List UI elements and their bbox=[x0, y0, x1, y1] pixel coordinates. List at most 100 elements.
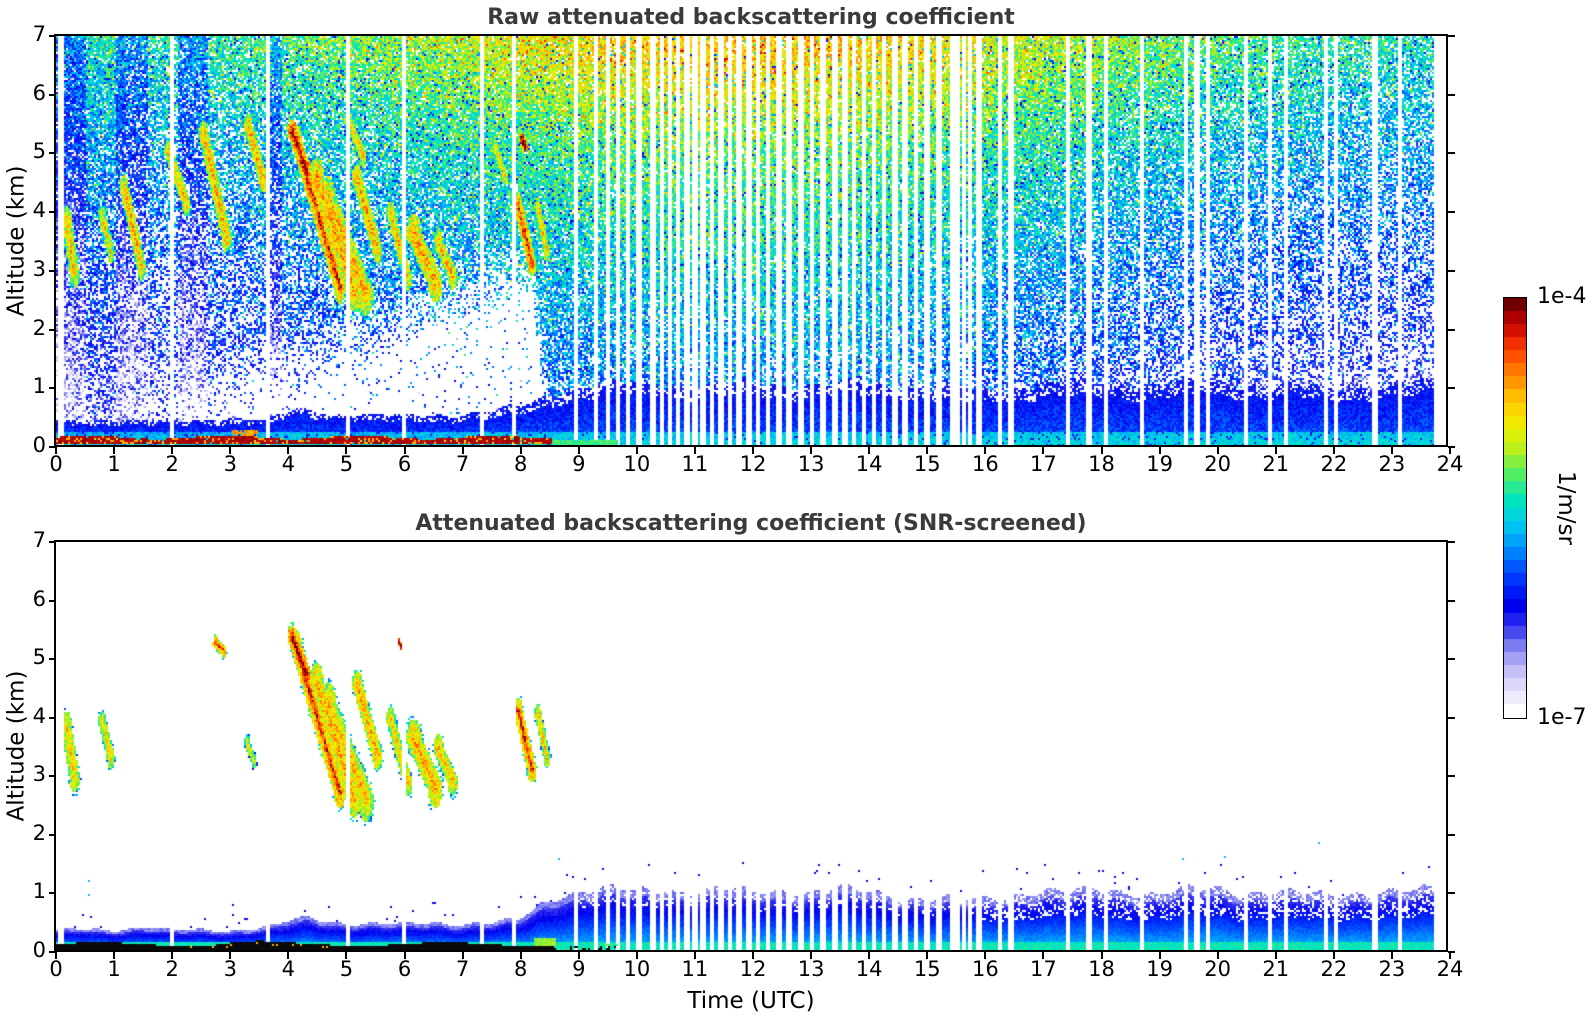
y-axis-tick-left bbox=[49, 152, 56, 155]
y-axis-tick-left bbox=[49, 35, 56, 37]
panel-screened-backscatter: Attenuated backscattering coefficient (S… bbox=[3, 511, 1463, 1014]
x-axis-tick bbox=[926, 952, 929, 959]
x-axis-tick-label: 15 bbox=[913, 957, 941, 981]
panel-title: Raw attenuated backscattering coefficien… bbox=[487, 5, 1015, 30]
x-axis-tick bbox=[635, 447, 638, 454]
x-axis-tick-label: 5 bbox=[339, 452, 354, 476]
colorbar-unit-wrap: 1/m/sr bbox=[1543, 297, 1589, 719]
x-axis-tick-label: 22 bbox=[1320, 452, 1348, 476]
y-axis-tick-right bbox=[1448, 892, 1455, 895]
x-axis-tick bbox=[113, 952, 116, 959]
y-axis-tick-label: 3 bbox=[32, 762, 46, 787]
x-axis-tick-label: 8 bbox=[513, 452, 528, 476]
x-axis-tick-label: 6 bbox=[397, 957, 412, 981]
y-axis-tick-label: 7 bbox=[32, 528, 46, 552]
y-axis-tick-right bbox=[1448, 658, 1455, 661]
y-axis-tick-left bbox=[49, 541, 56, 543]
y-axis-tick-right bbox=[1448, 152, 1455, 155]
y-axis-tick-right bbox=[1448, 387, 1455, 390]
colorbar-max-label: 1e-4 bbox=[1537, 284, 1587, 309]
y-axis-tick-right bbox=[1448, 833, 1455, 836]
x-axis-tick-label: 4 bbox=[281, 452, 296, 476]
y-axis-tick-label: 6 bbox=[32, 80, 46, 105]
x-axis-tick bbox=[693, 952, 696, 959]
y-axis-tick-right bbox=[1448, 211, 1455, 214]
y-axis-tick-left bbox=[49, 211, 56, 214]
x-axis-tick bbox=[1158, 952, 1161, 959]
y-axis-tick-left bbox=[49, 892, 56, 895]
x-axis-tick-label: 13 bbox=[797, 957, 825, 981]
y-axis-tick-label: 3 bbox=[32, 256, 46, 281]
x-axis-tick-label: 3 bbox=[223, 452, 237, 476]
y-axis-tick-right bbox=[1448, 716, 1455, 719]
x-axis-tick bbox=[1332, 952, 1335, 959]
x-axis-tick bbox=[984, 952, 987, 959]
x-axis-tick-label: 12 bbox=[739, 452, 767, 476]
x-axis-tick-label: 12 bbox=[739, 957, 767, 981]
x-axis-tick-label: 7 bbox=[455, 452, 470, 476]
y-axis-tick-left bbox=[49, 269, 56, 272]
x-axis-tick bbox=[1216, 952, 1219, 959]
y-axis-tick-label: 0 bbox=[32, 938, 46, 962]
y-axis-tick-left bbox=[49, 93, 56, 96]
x-axis-tick bbox=[229, 952, 232, 959]
x-axis-tick-label: 14 bbox=[855, 452, 883, 476]
x-axis-tick bbox=[1216, 447, 1219, 454]
x-axis-tick bbox=[577, 952, 580, 959]
x-axis-tick bbox=[1042, 952, 1045, 959]
x-axis-tick bbox=[1332, 447, 1335, 454]
x-axis-tick bbox=[1042, 447, 1045, 454]
y-axis-tick-right bbox=[1448, 269, 1455, 272]
y-axis-tick-label: 2 bbox=[32, 315, 46, 340]
y-axis-tick-right bbox=[1448, 328, 1455, 331]
x-axis-tick-label: 22 bbox=[1320, 957, 1348, 981]
x-axis-tick-label: 10 bbox=[623, 452, 651, 476]
x-axis-tick bbox=[55, 952, 57, 959]
y-axis-tick-right bbox=[1448, 775, 1455, 778]
y-axis-tick-left bbox=[49, 716, 56, 719]
colorbar-gradient bbox=[1504, 298, 1526, 718]
x-axis-tick-label: 3 bbox=[223, 957, 237, 981]
x-axis-tick-label: 0 bbox=[49, 452, 63, 476]
x-axis-tick-label: 23 bbox=[1378, 957, 1406, 981]
x-axis-tick-label: 17 bbox=[1030, 957, 1057, 981]
y-axis-tick-left bbox=[49, 328, 56, 331]
x-axis-tick-label: 18 bbox=[1088, 452, 1115, 476]
raw-backscatter-heatmap bbox=[56, 36, 1446, 445]
x-axis-tick bbox=[1449, 952, 1451, 959]
x-axis-tick bbox=[171, 952, 174, 959]
x-axis-tick-label: 1 bbox=[107, 957, 121, 981]
x-axis-tick-label: 19 bbox=[1146, 452, 1173, 476]
x-axis-tick bbox=[55, 447, 57, 454]
panel-raw-backscatter: Raw attenuated backscattering coefficien… bbox=[3, 5, 1463, 476]
y-axis-tick-label: 5 bbox=[32, 645, 46, 670]
x-axis-label: Time (UTC) bbox=[687, 988, 815, 1014]
y-axis-tick-label: 5 bbox=[32, 139, 46, 164]
x-axis-tick bbox=[287, 447, 290, 454]
y-axis-tick-left bbox=[49, 599, 56, 602]
y-axis-tick-left bbox=[49, 658, 56, 661]
x-axis-tick-label: 16 bbox=[971, 452, 999, 476]
x-axis-tick bbox=[345, 447, 348, 454]
x-axis-tick bbox=[984, 447, 987, 454]
x-axis-tick-label: 14 bbox=[855, 957, 883, 981]
y-axis-tick-label: 7 bbox=[32, 22, 46, 46]
x-axis-tick-label: 6 bbox=[397, 452, 412, 476]
y-axis-tick-right bbox=[1448, 541, 1455, 543]
x-axis-tick-label: 11 bbox=[681, 957, 709, 981]
x-axis-tick-label: 11 bbox=[681, 452, 709, 476]
screened-backscatter-heatmap bbox=[56, 542, 1446, 950]
colorbar bbox=[1503, 297, 1527, 719]
x-axis-tick-label: 21 bbox=[1262, 957, 1290, 981]
x-axis-tick bbox=[461, 447, 464, 454]
x-axis-tick-label: 9 bbox=[572, 957, 586, 981]
x-axis-tick-label: 1 bbox=[107, 452, 121, 476]
x-axis-tick bbox=[519, 952, 522, 959]
x-axis-tick-label: 2 bbox=[165, 957, 179, 981]
x-axis-tick-label: 4 bbox=[281, 957, 296, 981]
x-axis-tick bbox=[810, 952, 813, 959]
x-axis-tick-label: 9 bbox=[572, 452, 586, 476]
x-axis-tick bbox=[403, 447, 406, 454]
x-axis-tick-label: 24 bbox=[1436, 957, 1464, 981]
